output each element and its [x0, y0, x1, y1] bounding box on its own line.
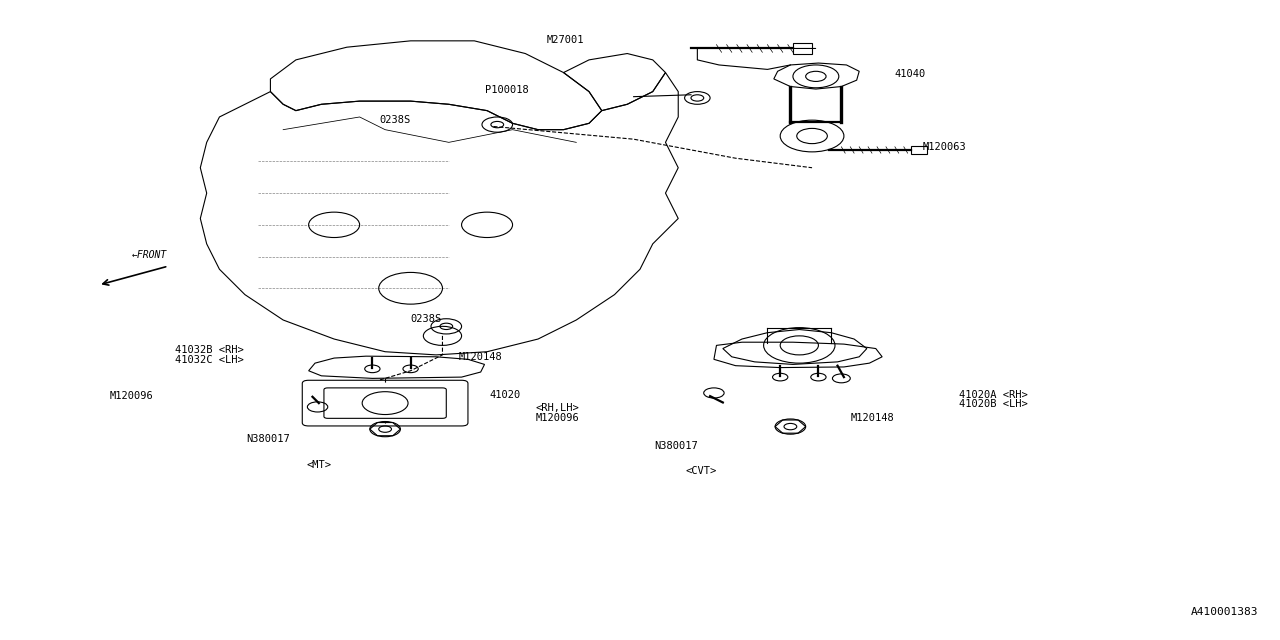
Text: 41020B <LH>: 41020B <LH> — [959, 399, 1028, 410]
Text: 41032B <RH>: 41032B <RH> — [175, 346, 243, 355]
Text: M120148: M120148 — [460, 352, 503, 362]
Text: 41020A <RH>: 41020A <RH> — [959, 390, 1028, 400]
Text: M120096: M120096 — [535, 413, 579, 423]
Text: 0238S: 0238S — [411, 314, 442, 324]
Text: <RH,LH>: <RH,LH> — [535, 403, 579, 413]
Text: 41020: 41020 — [490, 390, 521, 400]
Text: 41032C <LH>: 41032C <LH> — [175, 355, 243, 365]
Text: ←FRONT: ←FRONT — [132, 250, 166, 260]
Text: M120096: M120096 — [109, 391, 154, 401]
Text: N380017: N380017 — [654, 440, 698, 451]
Text: P100018: P100018 — [485, 85, 529, 95]
Text: M27001: M27001 — [547, 35, 584, 45]
Text: <CVT>: <CVT> — [686, 466, 717, 476]
Text: A410001383: A410001383 — [1190, 607, 1258, 617]
Text: M120063: M120063 — [923, 143, 966, 152]
Text: <MT>: <MT> — [306, 460, 332, 470]
Text: M120148: M120148 — [850, 413, 893, 423]
Text: N380017: N380017 — [246, 435, 289, 444]
Text: 0238S: 0238S — [379, 115, 411, 125]
Text: 41040: 41040 — [895, 69, 927, 79]
